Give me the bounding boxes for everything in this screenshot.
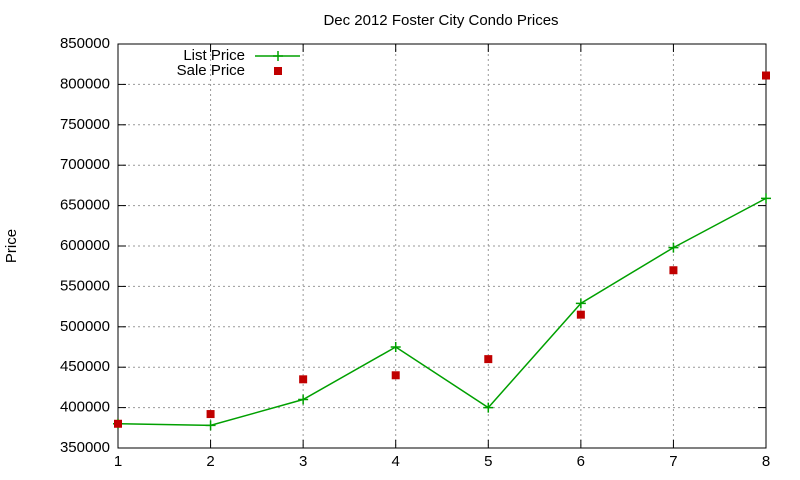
- point: [762, 71, 770, 80]
- point: [483, 402, 494, 413]
- legend-label: List Price: [183, 47, 245, 64]
- series-line: [117, 197, 767, 427]
- point: [761, 193, 771, 204]
- legend-marker: [273, 51, 283, 61]
- y-tick-label: 650000: [60, 197, 110, 214]
- y-tick-label: 450000: [60, 358, 110, 375]
- point: [205, 420, 216, 431]
- x-tick-label: 2: [206, 453, 214, 470]
- y-tick-label: 350000: [60, 439, 110, 456]
- y-tick-label: 750000: [60, 116, 110, 133]
- x-tick-label: 8: [762, 453, 770, 470]
- y-tick-label: 400000: [60, 399, 110, 416]
- point: [299, 375, 308, 384]
- y-tick-label: 550000: [60, 277, 110, 294]
- point: [206, 410, 215, 419]
- x-tick-label: 7: [669, 453, 677, 470]
- point: [668, 242, 679, 253]
- y-tick-label: 500000: [60, 318, 110, 335]
- x-tick-label: 5: [484, 453, 492, 470]
- legend-label: Sale Price: [177, 62, 245, 79]
- point: [669, 266, 678, 275]
- point: [575, 298, 586, 309]
- point: [484, 355, 493, 364]
- y-tick-label: 700000: [60, 156, 110, 173]
- y-axis-label: Price: [3, 229, 20, 263]
- y-tick-label: 600000: [60, 237, 110, 254]
- x-tick-label: 3: [299, 453, 307, 470]
- x-tick-label: 6: [577, 453, 585, 470]
- chart-title: Dec 2012 Foster City Condo Prices: [323, 12, 558, 29]
- point: [576, 310, 585, 319]
- legend-marker: [274, 67, 282, 75]
- point: [298, 394, 309, 405]
- y-tick-label: 800000: [60, 75, 110, 92]
- point: [114, 419, 122, 428]
- x-tick-label: 4: [392, 453, 400, 470]
- x-tick-label: 1: [114, 453, 122, 470]
- point: [391, 371, 400, 380]
- point: [390, 342, 401, 352]
- plot-border: [117, 43, 767, 449]
- y-tick-label: 850000: [60, 35, 110, 52]
